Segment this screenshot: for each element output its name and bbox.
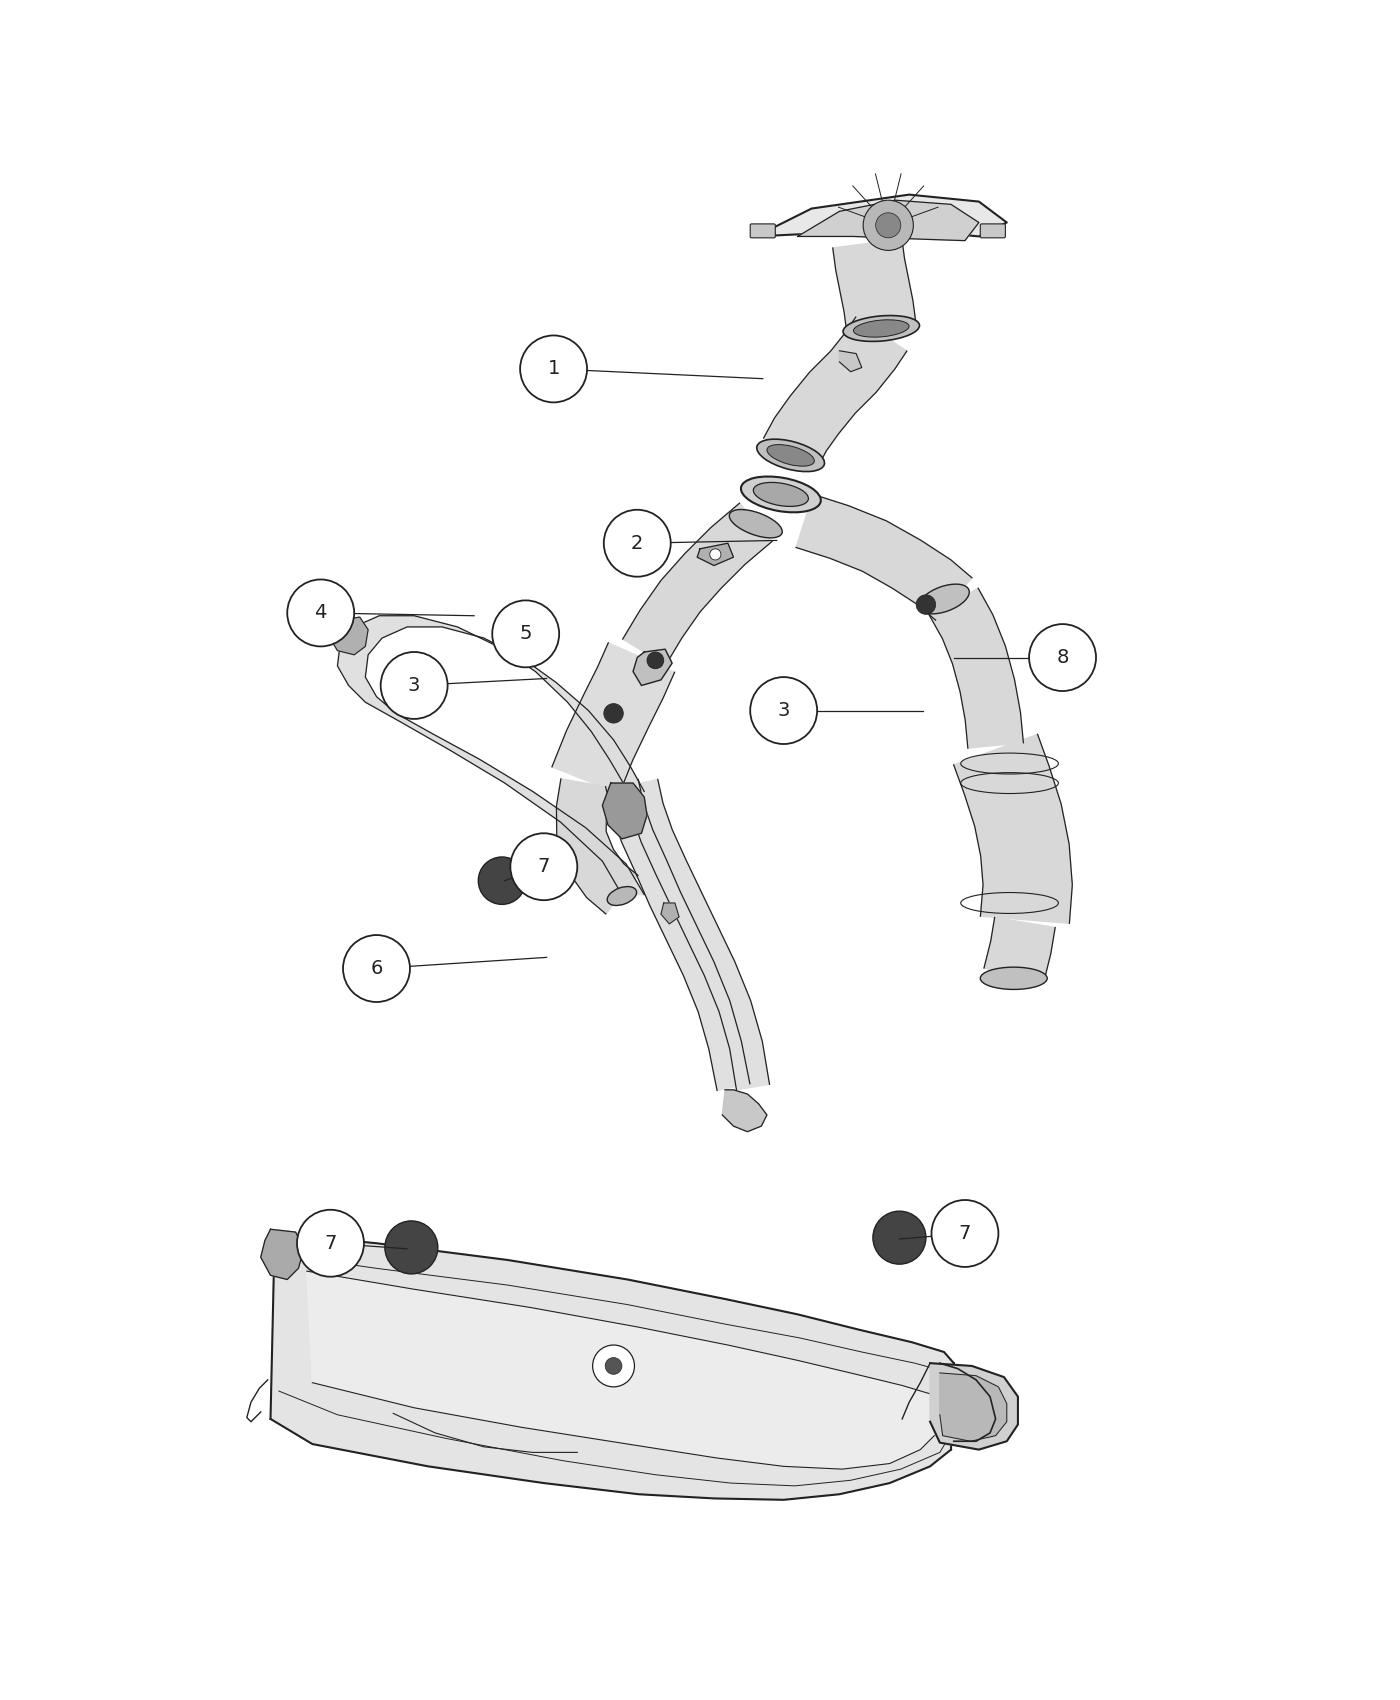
Ellipse shape xyxy=(757,439,825,471)
Ellipse shape xyxy=(918,585,969,614)
Circle shape xyxy=(511,833,577,901)
Circle shape xyxy=(1029,624,1096,690)
Ellipse shape xyxy=(608,887,637,906)
Ellipse shape xyxy=(729,510,783,537)
Polygon shape xyxy=(307,1272,934,1469)
Circle shape xyxy=(287,580,354,646)
Polygon shape xyxy=(606,779,750,1090)
Polygon shape xyxy=(329,617,368,654)
Polygon shape xyxy=(552,643,675,794)
Circle shape xyxy=(916,595,935,614)
Polygon shape xyxy=(798,201,979,241)
Polygon shape xyxy=(556,779,638,915)
Circle shape xyxy=(931,1200,998,1266)
Circle shape xyxy=(343,935,410,1001)
Polygon shape xyxy=(939,1374,1007,1442)
Text: 8: 8 xyxy=(1057,648,1068,666)
Polygon shape xyxy=(984,918,1056,983)
Text: 3: 3 xyxy=(777,700,790,721)
Circle shape xyxy=(592,1345,634,1387)
Text: 1: 1 xyxy=(547,359,560,379)
Circle shape xyxy=(864,201,913,250)
Text: 5: 5 xyxy=(519,624,532,643)
Circle shape xyxy=(493,600,559,668)
Ellipse shape xyxy=(980,967,1047,989)
Text: 4: 4 xyxy=(315,604,326,622)
Polygon shape xyxy=(953,734,1072,923)
Polygon shape xyxy=(697,544,734,566)
Text: 3: 3 xyxy=(407,677,420,695)
Polygon shape xyxy=(797,495,972,620)
Circle shape xyxy=(750,677,818,745)
Polygon shape xyxy=(602,784,647,838)
Circle shape xyxy=(603,510,671,576)
Polygon shape xyxy=(763,316,907,468)
Ellipse shape xyxy=(741,476,820,512)
Ellipse shape xyxy=(767,445,815,466)
Polygon shape xyxy=(623,503,771,665)
Polygon shape xyxy=(930,1363,1018,1450)
Polygon shape xyxy=(260,1229,304,1280)
Polygon shape xyxy=(337,615,644,894)
Circle shape xyxy=(874,1210,925,1265)
Circle shape xyxy=(385,1221,438,1273)
Circle shape xyxy=(297,1210,364,1277)
Circle shape xyxy=(605,1358,622,1374)
Polygon shape xyxy=(833,238,916,332)
Text: 6: 6 xyxy=(371,959,382,978)
Circle shape xyxy=(479,857,525,904)
FancyBboxPatch shape xyxy=(750,224,776,238)
Circle shape xyxy=(710,549,721,559)
Circle shape xyxy=(647,653,664,668)
Polygon shape xyxy=(756,194,1007,236)
Circle shape xyxy=(521,335,587,403)
Polygon shape xyxy=(661,903,679,923)
Polygon shape xyxy=(270,1234,953,1499)
Polygon shape xyxy=(930,588,1023,748)
Circle shape xyxy=(603,704,623,722)
Ellipse shape xyxy=(843,316,920,342)
FancyBboxPatch shape xyxy=(980,224,1005,238)
Text: 7: 7 xyxy=(959,1224,972,1243)
Ellipse shape xyxy=(854,320,909,337)
Text: 7: 7 xyxy=(325,1234,336,1253)
Polygon shape xyxy=(633,649,672,685)
Text: 2: 2 xyxy=(631,534,644,552)
Circle shape xyxy=(876,212,900,238)
Text: 7: 7 xyxy=(538,857,550,876)
Polygon shape xyxy=(840,350,862,372)
Polygon shape xyxy=(722,1090,767,1132)
Polygon shape xyxy=(624,779,770,1090)
Ellipse shape xyxy=(753,483,808,507)
Circle shape xyxy=(381,653,448,719)
